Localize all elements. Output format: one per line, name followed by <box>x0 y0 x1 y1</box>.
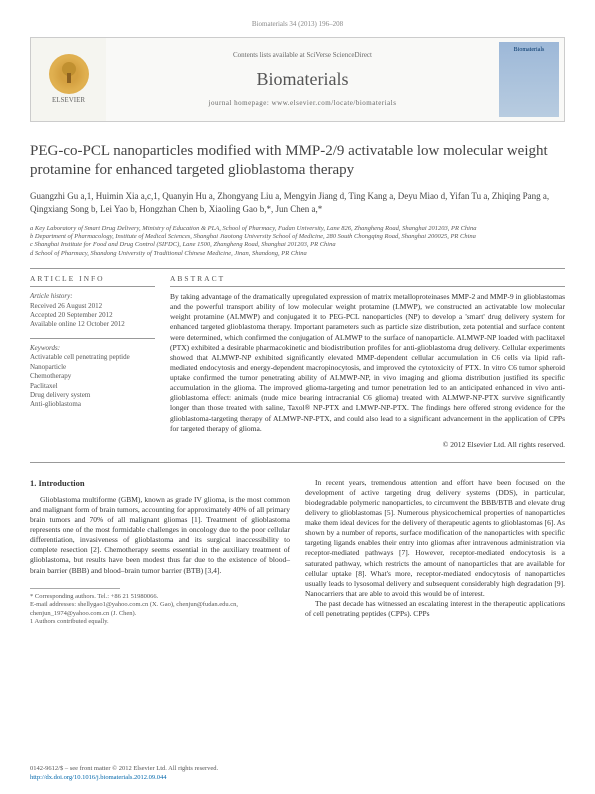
keyword: Activatable cell penetrating peptide <box>30 353 130 361</box>
footnotes: * Corresponding authors. Tel.: +86 21 51… <box>30 593 290 627</box>
abstract-label: ABSTRACT <box>170 274 565 287</box>
info-abstract-section: ARTICLE INFO Article history: Received 2… <box>30 274 565 449</box>
abstract-column: ABSTRACT By taking advantage of the dram… <box>170 274 565 449</box>
journal-homepage[interactable]: journal homepage: www.elsevier.com/locat… <box>106 99 499 108</box>
citation-header: Biomaterials 34 (2013) 196–208 <box>30 20 565 29</box>
history-label: Article history: <box>30 292 73 300</box>
contents-available: Contents lists available at SciVerse Sci… <box>106 51 499 60</box>
online-date: Available online 12 October 2012 <box>30 320 125 328</box>
intro-p1: Glioblastoma multiforme (GBM), known as … <box>30 495 290 576</box>
divider <box>30 462 565 463</box>
author-list: Guangzhi Gu a,1, Huimin Xia a,c,1, Quany… <box>30 190 565 217</box>
article-info-label: ARTICLE INFO <box>30 274 155 287</box>
keywords-label: Keywords: <box>30 344 60 352</box>
keyword: Chemotherapy <box>30 372 71 380</box>
footnote-separator <box>30 588 120 589</box>
publisher-logo: ELSEVIER <box>31 38 106 121</box>
affiliations: a Key Laboratory of Smart Drug Delivery,… <box>30 225 565 259</box>
body-columns: 1. Introduction Glioblastoma multiforme … <box>30 478 565 627</box>
keywords-block: Keywords: Activatable cell penetrating p… <box>30 344 155 410</box>
intro-text-left: Glioblastoma multiforme (GBM), known as … <box>30 495 290 576</box>
corresponding-note: * Corresponding authors. Tel.: +86 21 51… <box>30 593 290 601</box>
journal-cover-thumb: Biomaterials <box>499 42 559 117</box>
divider <box>30 268 565 269</box>
page-footer: 0142-9612/$ – see front matter © 2012 El… <box>30 765 218 782</box>
abstract-text: By taking advantage of the dramatically … <box>170 292 565 434</box>
intro-p2: In recent years, tremendous attention an… <box>305 478 565 600</box>
accepted-date: Accepted 20 September 2012 <box>30 311 113 319</box>
keyword: Paclitaxel <box>30 382 58 390</box>
journal-banner: ELSEVIER Contents lists available at Sci… <box>30 37 565 122</box>
email-note: E-mail addresses: shellygao1@yahoo.com.c… <box>30 601 290 618</box>
cover-title: Biomaterials <box>514 47 545 55</box>
journal-name: Biomaterials <box>106 68 499 91</box>
article-title: PEG-co-PCL nanoparticles modified with M… <box>30 142 565 180</box>
affiliation-a: a Key Laboratory of Smart Drug Delivery,… <box>30 225 565 233</box>
equal-contrib-note: 1 Authors contributed equally. <box>30 618 290 626</box>
intro-text-right: In recent years, tremendous attention an… <box>305 478 565 620</box>
affiliation-d: d School of Pharmacy, Shandong Universit… <box>30 250 565 258</box>
banner-center: Contents lists available at SciVerse Sci… <box>106 51 499 109</box>
elsevier-tree-icon <box>49 54 89 94</box>
keyword: Nanoparticle <box>30 363 66 371</box>
keyword: Drug delivery system <box>30 391 90 399</box>
intro-p3: The past decade has witnessed an escalat… <box>305 599 565 619</box>
copyright-notice: © 2012 Elsevier Ltd. All rights reserved… <box>170 440 565 450</box>
received-date: Received 26 August 2012 <box>30 302 102 310</box>
divider <box>30 338 155 339</box>
publisher-name: ELSEVIER <box>52 96 85 105</box>
right-column: In recent years, tremendous attention an… <box>305 478 565 627</box>
affiliation-b: b Department of Pharmacology, Institute … <box>30 233 565 241</box>
article-info-column: ARTICLE INFO Article history: Received 2… <box>30 274 155 449</box>
keyword: Anti-glioblastoma <box>30 400 81 408</box>
affiliation-c: c Shanghai Institute for Food and Drug C… <box>30 241 565 249</box>
left-column: 1. Introduction Glioblastoma multiforme … <box>30 478 290 627</box>
issn-line: 0142-9612/$ – see front matter © 2012 El… <box>30 765 218 773</box>
article-history: Article history: Received 26 August 2012… <box>30 292 155 330</box>
doi-link[interactable]: http://dx.doi.org/10.1016/j.biomaterials… <box>30 774 167 781</box>
intro-heading: 1. Introduction <box>30 478 290 489</box>
